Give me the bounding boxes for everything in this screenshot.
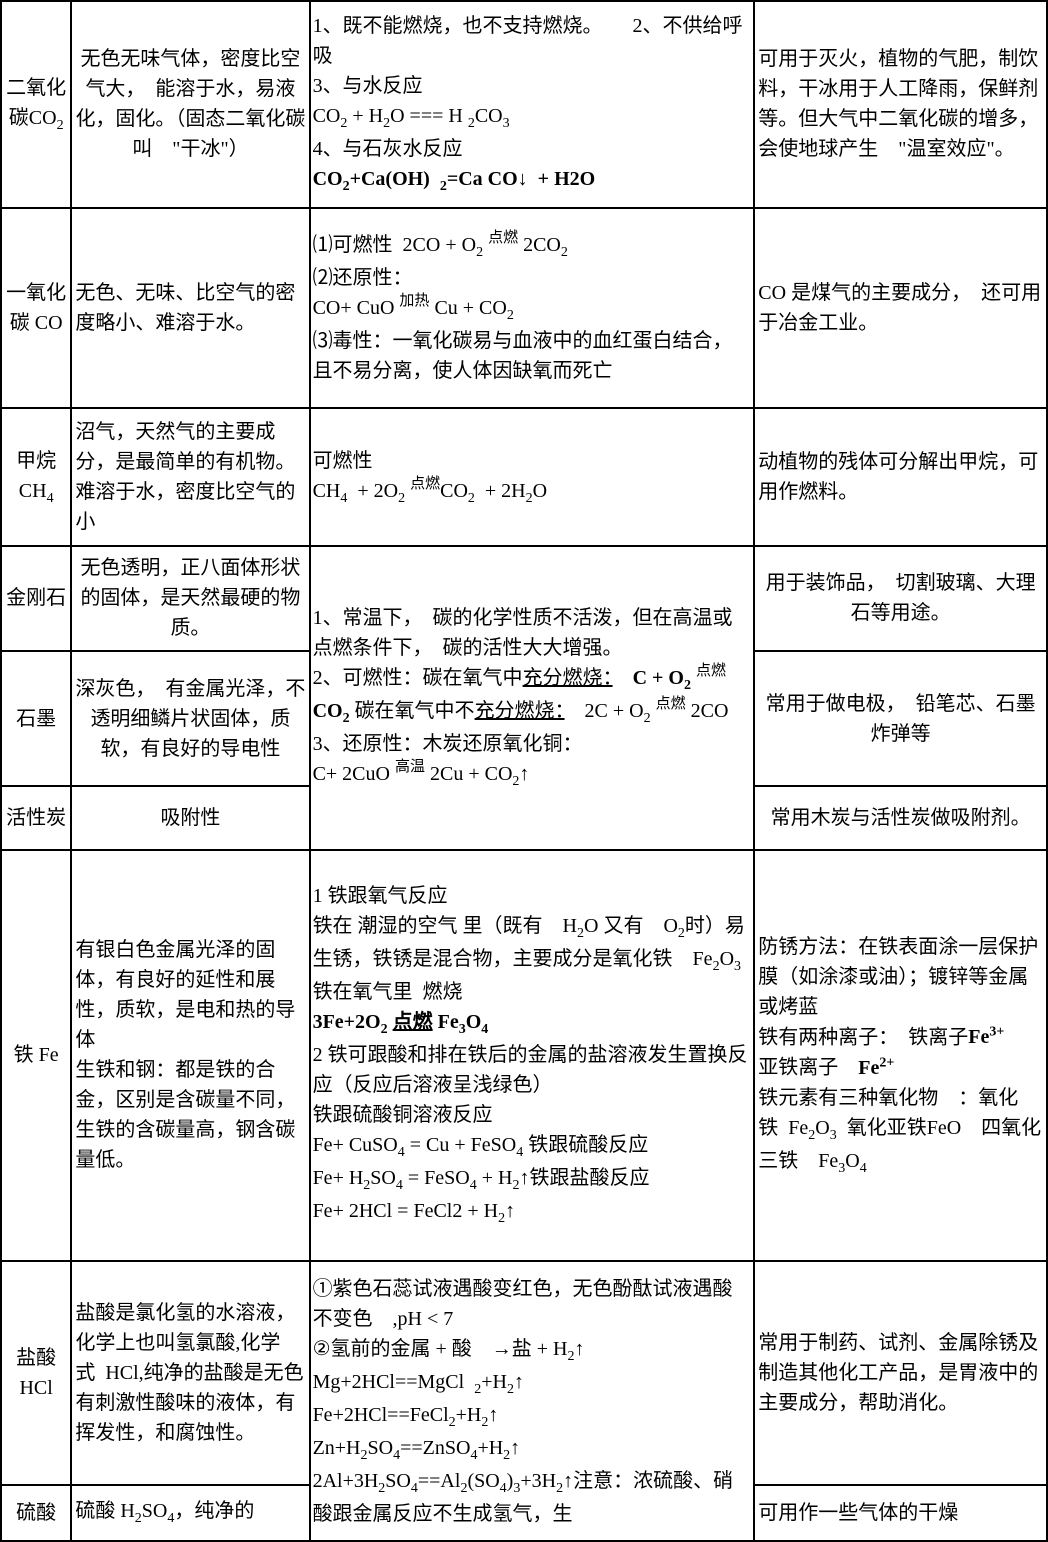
table-row: 金刚石无色透明，正八面体形状的固体，是天然最硬的物质。1、常温下， 碳的化学性质… (1, 546, 1047, 652)
table-body: 二氧化碳CO2无色无味气体，密度比空气大， 能溶于水，易液化，固化。（固态二氧化… (1, 1, 1047, 1541)
uses: 常用木炭与活性炭做吸附剂。 (754, 786, 1047, 849)
table-row: 甲烷CH4沼气，天然气的主要成分，是最简单的有机物。难溶于水，密度比空气的小可燃… (1, 408, 1047, 545)
physical-properties: 深灰色， 有金属光泽，不透明细鳞片状固体，质软，有良好的导电性 (71, 651, 309, 786)
uses: 用于装饰品， 切割玻璃、大理石等用途。 (754, 546, 1047, 652)
substance-name: 石墨 (1, 651, 71, 786)
uses: 常用于做电极， 铅笔芯、石墨炸弹等 (754, 651, 1047, 786)
physical-properties: 吸附性 (71, 786, 309, 849)
physical-properties: 硫酸 H2SO4，纯净的 (71, 1485, 309, 1541)
uses: 防锈方法：在铁表面涂一层保护膜（如涂漆或油）；镀锌等金属或烤蓝 铁有两种离子： … (754, 850, 1047, 1262)
chemical-properties: 可燃性 CH4 + 2O2 点燃CO2 + 2H2O (310, 408, 755, 545)
table-row: 二氧化碳CO2无色无味气体，密度比空气大， 能溶于水，易液化，固化。（固态二氧化… (1, 1, 1047, 208)
table-row: 盐酸 HCl盐酸是氯化氢的水溶液，化学上也叫氢氯酸,化学式 HCl,纯净的盐酸是… (1, 1261, 1047, 1484)
physical-properties: 无色、无味、比空气的密度略小、难溶于水。 (71, 208, 309, 409)
chemical-properties: 1、既不能燃烧，也不支持燃烧。 2、不供给呼吸 3、与水反应 CO2 + H2O… (310, 1, 755, 208)
uses: 常用于制药、试剂、金属除锈及制造其他化工产品，是胃液中的主要成分，帮助消化。 (754, 1261, 1047, 1484)
table-row: 一氧化碳 CO无色、无味、比空气的密度略小、难溶于水。⑴可燃性 2CO + O2… (1, 208, 1047, 409)
physical-properties: 沼气，天然气的主要成分，是最简单的有机物。难溶于水，密度比空气的小 (71, 408, 309, 545)
substance-name: 金刚石 (1, 546, 71, 652)
substance-name: 铁 Fe (1, 850, 71, 1262)
substance-name: 一氧化碳 CO (1, 208, 71, 409)
physical-properties: 无色透明，正八面体形状的固体，是天然最硬的物质。 (71, 546, 309, 652)
uses: 可用于灭火，植物的气肥，制饮料，干冰用于人工降雨，保鲜剂等。但大气中二氧化碳的增… (754, 1, 1047, 208)
chemical-properties: 1 铁跟氧气反应 铁在 潮湿的空气 里（既有 H2O 又有 O2时）易生锈，铁锈… (310, 850, 755, 1262)
uses: CO 是煤气的主要成分， 还可用于冶金工业。 (754, 208, 1047, 409)
substance-name: 甲烷CH4 (1, 408, 71, 545)
substance-name: 二氧化碳CO2 (1, 1, 71, 208)
physical-properties: 盐酸是氯化氢的水溶液，化学上也叫氢氯酸,化学式 HCl,纯净的盐酸是无色有刺激性… (71, 1261, 309, 1484)
uses: 动植物的残体可分解出甲烷，可用作燃料。 (754, 408, 1047, 545)
physical-properties: 无色无味气体，密度比空气大， 能溶于水，易液化，固化。（固态二氧化碳叫 "干冰"… (71, 1, 309, 208)
substance-name: 盐酸 HCl (1, 1261, 71, 1484)
chemical-properties: ⑴可燃性 2CO + O2 点燃 2CO2 ⑵还原性： CO+ CuO 加热 C… (310, 208, 755, 409)
physical-properties: 有银白色金属光泽的固体，有良好的延性和展性，质软，是电和热的导体 生铁和钢：都是… (71, 850, 309, 1262)
chemical-properties: ①紫色石蕊试液遇酸变红色，无色酚酞试液遇酸不变色 ,pH < 7 ②氢前的金属 … (310, 1261, 755, 1541)
uses: 可用作一些气体的干燥 (754, 1485, 1047, 1541)
table-row: 铁 Fe有银白色金属光泽的固体，有良好的延性和展性，质软，是电和热的导体 生铁和… (1, 850, 1047, 1262)
substance-name: 活性炭 (1, 786, 71, 849)
substance-name: 硫酸 (1, 1485, 71, 1541)
chemistry-properties-table: 二氧化碳CO2无色无味气体，密度比空气大， 能溶于水，易液化，固化。（固态二氧化… (0, 0, 1048, 1542)
chemical-properties: 1、常温下， 碳的化学性质不活泼，但在高温或点燃条件下， 碳的活性大大增强。 2… (310, 546, 755, 850)
